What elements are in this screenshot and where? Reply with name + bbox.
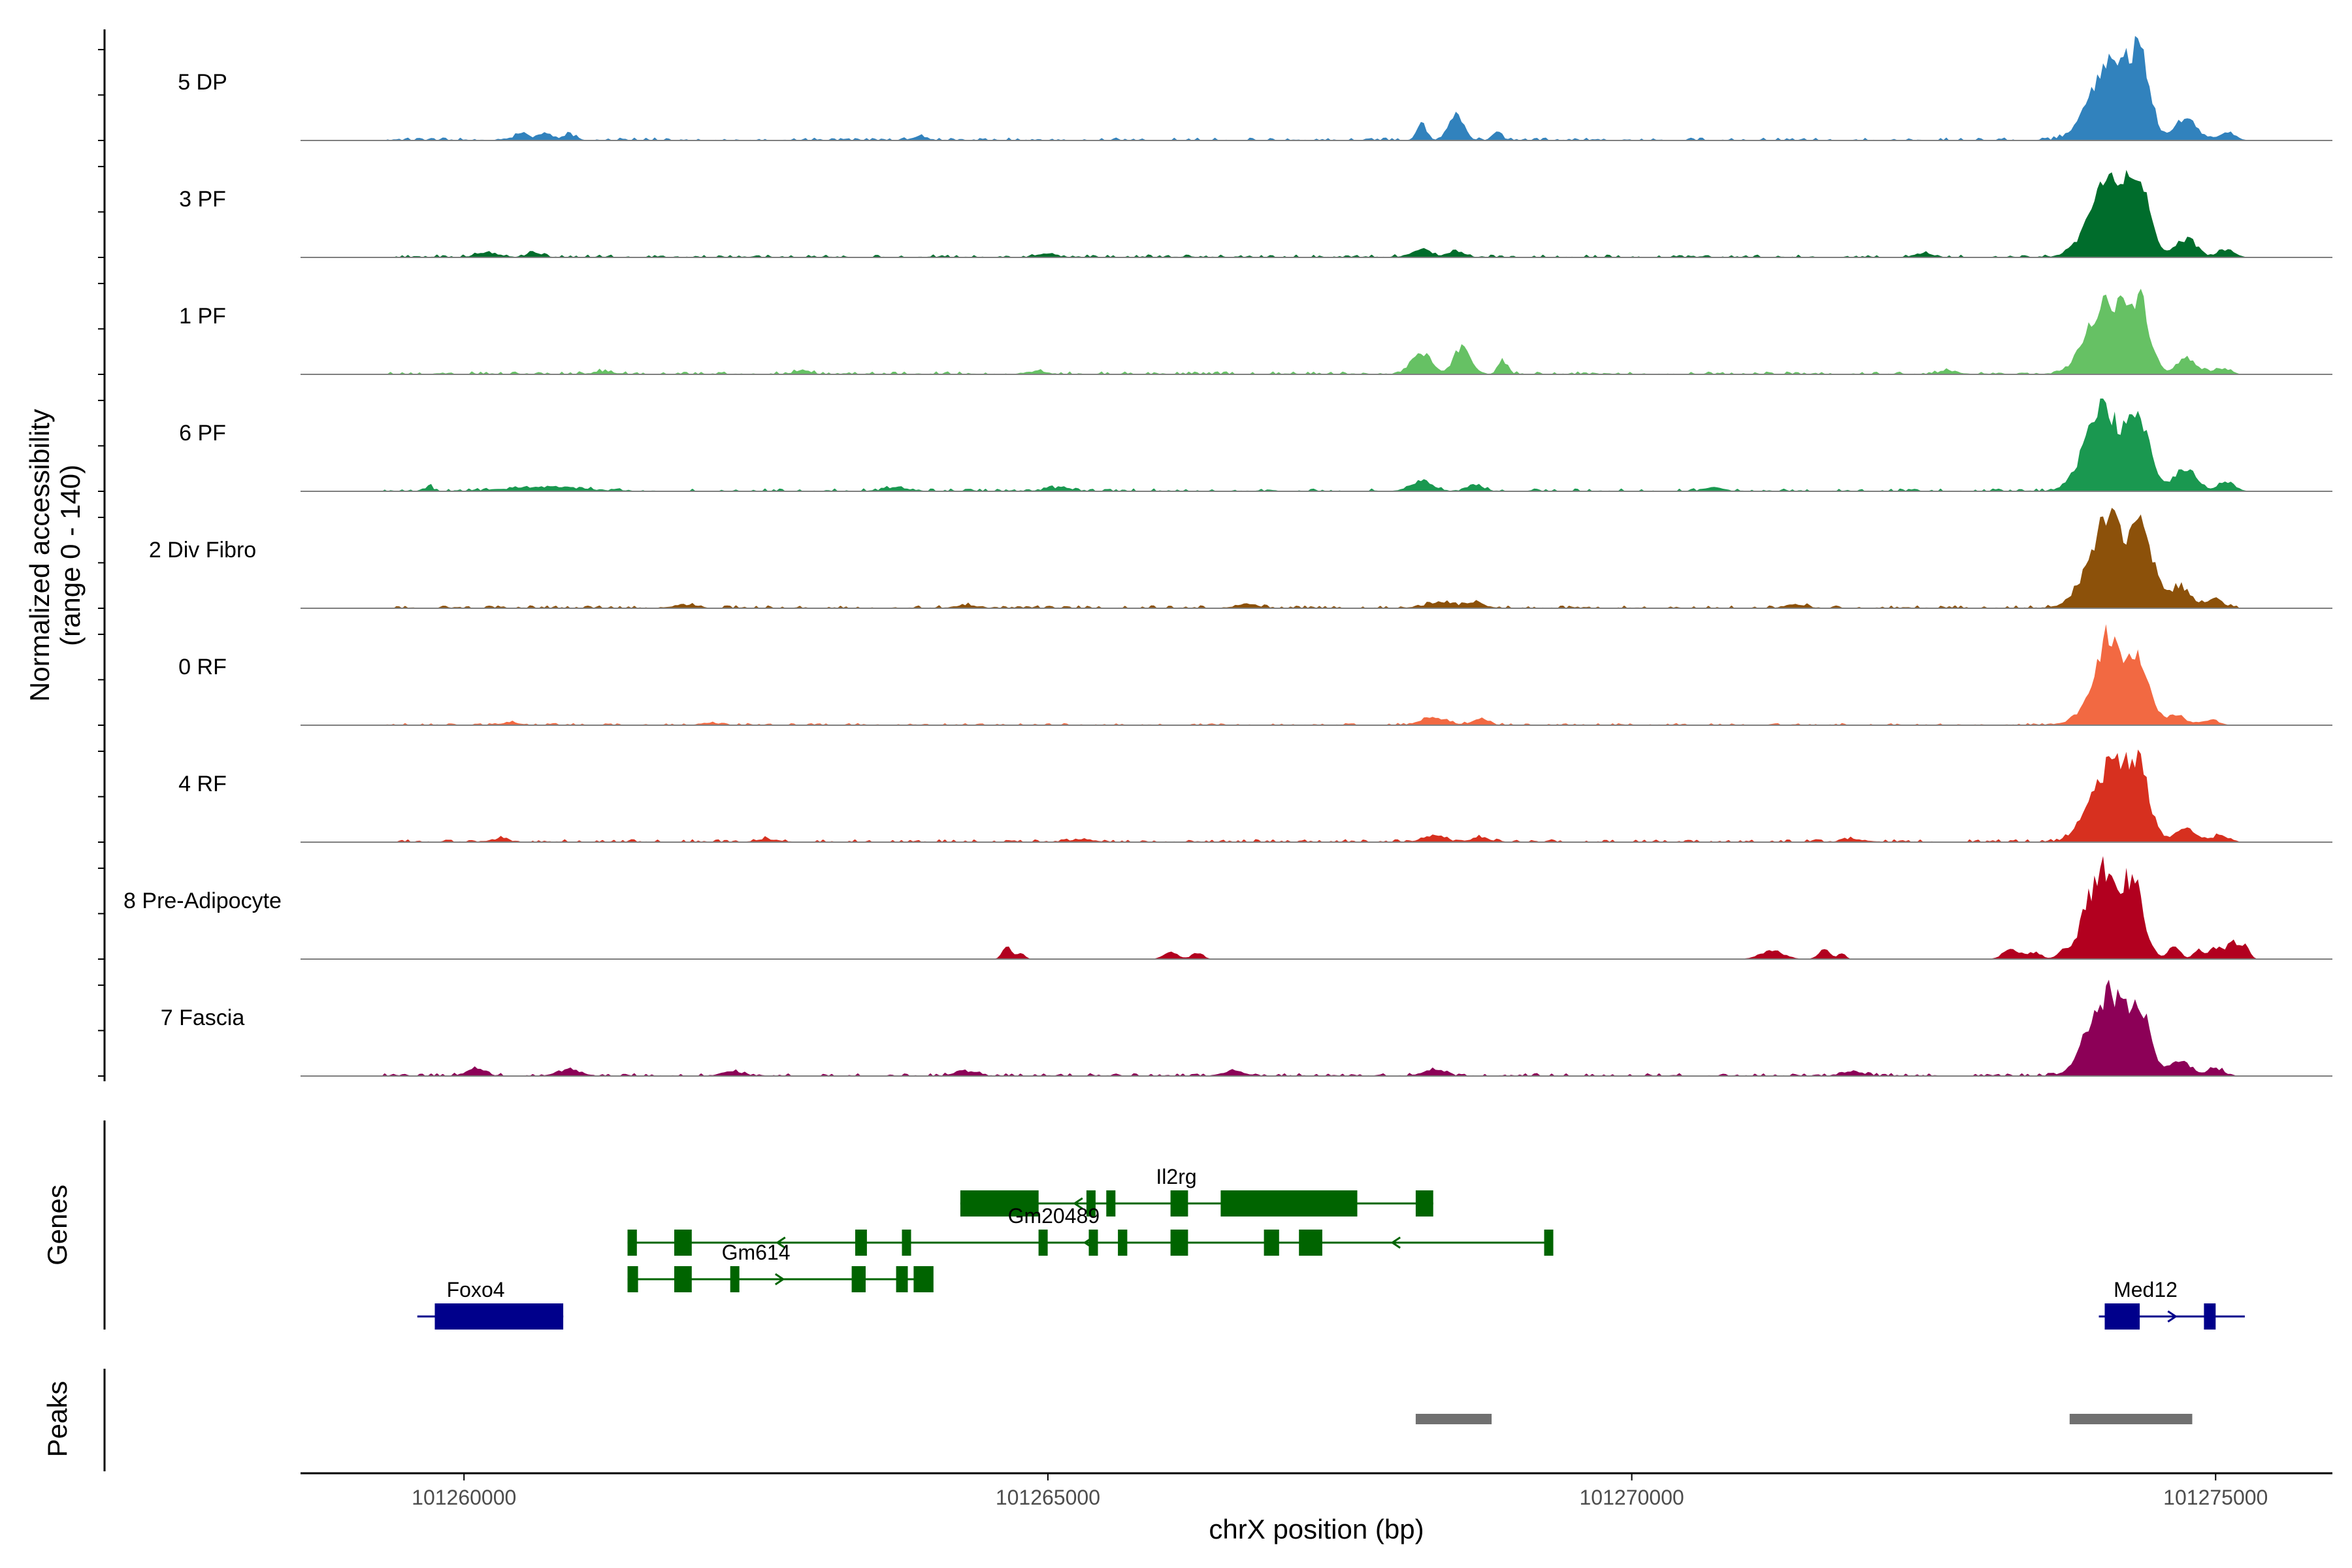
gene-exon: [1299, 1230, 1322, 1256]
gene-exon: [730, 1266, 740, 1292]
gene-exon: [1170, 1190, 1188, 1217]
peaks-axis-title: Peaks: [42, 1381, 73, 1458]
y-axis-title-line1: Normalized accessibility: [24, 409, 55, 702]
coverage-area: [301, 36, 2332, 140]
cluster-label: 1 PF: [179, 304, 226, 329]
coverage-track: 3 PF: [179, 170, 2332, 258]
gene-exon: [2104, 1303, 2140, 1330]
x-tick-label: 101270000: [1580, 1486, 1684, 1509]
coverage-track: 2 Div Fibro: [149, 508, 2332, 609]
cluster-label: 6 PF: [179, 421, 226, 446]
coverage-area: [301, 288, 2332, 374]
gene-exon: [1220, 1190, 1358, 1217]
gene-model: Foxo4: [417, 1278, 564, 1330]
gene-label: Med12: [2114, 1278, 2178, 1301]
x-tick-label: 101275000: [2163, 1486, 2268, 1509]
peak-region: [2069, 1414, 2193, 1424]
coverage-track: 7 Fascia: [161, 979, 2332, 1077]
gene-exon: [855, 1230, 867, 1256]
strand-arrow: [1073, 1197, 1083, 1210]
gene-annotation-track: Il2rg Gm20489 Gm614 Foxo4 Med12: [417, 1165, 2245, 1330]
strand-arrow: [1390, 1236, 1401, 1249]
coverage-track: 8 Pre-Adipocyte: [123, 856, 2332, 960]
gene-exon: [674, 1230, 692, 1256]
gene-exon: [1415, 1190, 1433, 1217]
gene-exon: [851, 1266, 866, 1292]
gene-exon: [1088, 1230, 1098, 1256]
coverage-area: [301, 856, 2332, 959]
gene-exon: [674, 1266, 692, 1292]
gene-exon: [1118, 1230, 1128, 1256]
strand-arrow: [774, 1273, 785, 1286]
y-axis-title-line2: (range 0 - 140): [55, 465, 86, 646]
genes-axis-title: Genes: [42, 1184, 73, 1266]
gene-exon: [627, 1266, 638, 1292]
coverage-area: [301, 508, 2332, 608]
coverage-track: 4 RF: [178, 749, 2332, 843]
cluster-label: 7 Fascia: [161, 1005, 245, 1030]
cluster-label: 5 DP: [178, 70, 227, 95]
gene-exon: [1544, 1230, 1554, 1256]
peak-regions-track: [1415, 1414, 2193, 1424]
strand-arrow: [776, 1236, 786, 1249]
strand-arrow: [2167, 1310, 2178, 1323]
coverage-track: 0 RF: [178, 624, 2332, 726]
gene-exon: [1264, 1230, 1279, 1256]
gene-exon: [1038, 1230, 1048, 1256]
peak-region: [1415, 1414, 1492, 1424]
gene-model: Gm20489: [627, 1204, 1554, 1256]
coverage-area: [301, 399, 2332, 491]
gene-label: Foxo4: [447, 1278, 505, 1301]
gene-exon: [1106, 1190, 1116, 1217]
gene-exon: [434, 1303, 564, 1330]
gene-exon: [627, 1230, 637, 1256]
coverage-tracks: 5 DP 3 PF 1 PF 6 PF 2 Div Fibro 0 RF 4 RF 8 Pre…: [123, 36, 2332, 1077]
cluster-label: 2 Div Fibro: [149, 538, 256, 563]
cluster-label: 3 PF: [179, 187, 226, 212]
gene-exon: [2204, 1303, 2216, 1330]
x-axis-ticks: 101260000 101265000 101270000 101275000: [412, 1473, 2268, 1509]
coverage-area: [301, 624, 2332, 725]
cluster-label: 8 Pre-Adipocyte: [123, 889, 282, 913]
gene-exon: [902, 1230, 911, 1256]
coverage-track: 6 PF: [179, 399, 2332, 492]
cluster-label: 0 RF: [178, 655, 227, 679]
tracks-y-axis-ticks: [98, 48, 105, 1077]
x-tick-label: 101265000: [996, 1486, 1100, 1509]
gene-exon: [896, 1266, 908, 1292]
x-axis-title: chrX position (bp): [1209, 1514, 1424, 1544]
coverage-area: [301, 170, 2332, 257]
gene-model: Gm614: [627, 1241, 934, 1292]
gene-exon: [913, 1266, 934, 1292]
gene-label: Il2rg: [1156, 1165, 1196, 1188]
coverage-track: 5 DP: [178, 36, 2332, 141]
cluster-label: 4 RF: [178, 772, 227, 796]
gene-model: Med12: [2099, 1278, 2245, 1330]
gene-exon: [1170, 1230, 1188, 1256]
gene-label: Gm20489: [1008, 1204, 1100, 1228]
gene-exon: [960, 1190, 1039, 1217]
coverage-area: [301, 749, 2332, 842]
coverage-track: 1 PF: [179, 288, 2332, 375]
gene-label: Gm614: [722, 1241, 791, 1264]
gene-exon: [1086, 1190, 1096, 1217]
coverage-area: [301, 979, 2332, 1076]
x-tick-label: 101260000: [412, 1486, 516, 1509]
gene-model: Il2rg: [960, 1165, 1433, 1217]
